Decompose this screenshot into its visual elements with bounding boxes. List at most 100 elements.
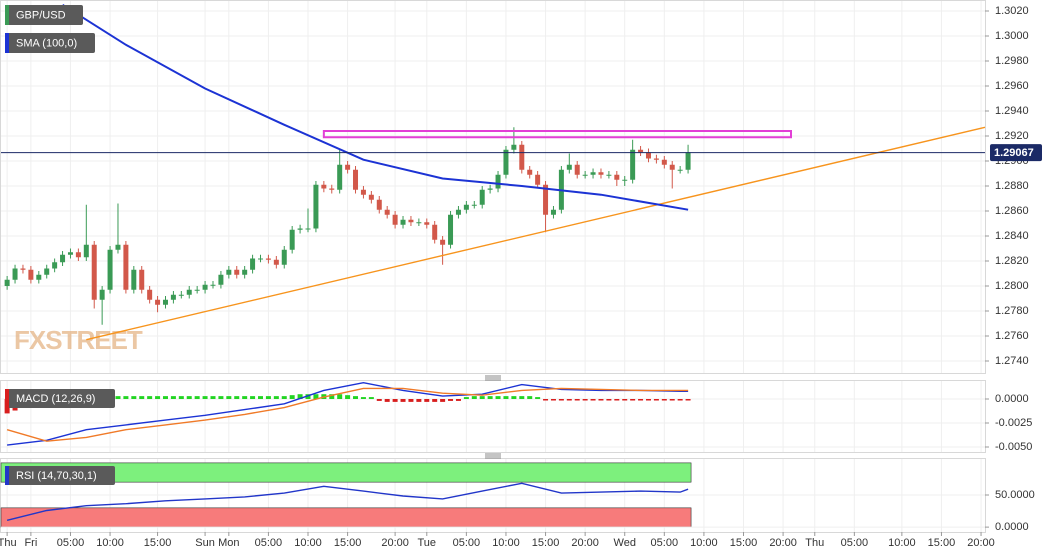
histogram-bar — [614, 399, 620, 401]
x-tick-label: 20:00 — [967, 537, 995, 549]
histogram-bar — [250, 396, 256, 400]
histogram-bar — [360, 397, 366, 400]
y-tick-label: 1.2840 — [995, 230, 1029, 242]
histogram-bar — [487, 396, 493, 400]
candle-body — [550, 209, 556, 215]
candle-body — [487, 188, 493, 190]
candle-body — [297, 228, 303, 230]
histogram-bar — [503, 396, 509, 400]
y-tick-label: 1.2860 — [995, 205, 1029, 217]
histogram-bar — [384, 399, 390, 402]
candle-body — [258, 258, 264, 260]
y-tick-label: 1.2920 — [995, 130, 1029, 142]
candle-body — [91, 244, 97, 300]
candle-body — [424, 222, 430, 225]
histogram-bar — [606, 399, 612, 401]
candle-body — [582, 174, 588, 176]
rsi-line — [6, 482, 689, 521]
histogram-bar — [194, 396, 200, 400]
candle-body — [535, 174, 541, 185]
legend-swatch — [5, 389, 9, 408]
sma-line — [62, 3, 689, 211]
candle-body — [543, 184, 549, 215]
candle-body — [606, 174, 612, 176]
histogram-bar — [408, 399, 414, 402]
histogram-bar — [368, 397, 374, 400]
histogram-bar — [170, 396, 176, 400]
candle-body — [495, 174, 501, 189]
x-tick-label: Thu — [0, 537, 17, 549]
candle-body — [574, 164, 580, 175]
candle-body — [44, 268, 50, 275]
x-tick-label: 20:00 — [769, 537, 797, 549]
candle-body — [416, 222, 422, 224]
x-tick-label: 05:00 — [57, 537, 85, 549]
x-tick-label: 15:00 — [928, 537, 956, 549]
candle-body — [170, 294, 176, 300]
y-tick-label: 1.2960 — [995, 80, 1029, 92]
histogram-bar — [313, 394, 319, 400]
candle-body — [226, 269, 232, 275]
histogram-bar — [527, 396, 533, 400]
candle-body — [384, 209, 390, 215]
y-tick-label: 1.2740 — [995, 355, 1029, 367]
candle-body — [210, 284, 216, 286]
candle-body — [471, 204, 477, 206]
y-tick-label: 1.2880 — [995, 180, 1029, 192]
candle-body — [123, 244, 129, 290]
candle-body — [155, 299, 161, 305]
histogram-bar — [440, 399, 446, 402]
y-tick-label: -0.0025 — [995, 417, 1032, 429]
histogram-bar — [479, 396, 485, 400]
histogram-bar — [353, 396, 359, 400]
candle-body — [273, 259, 279, 265]
candle-body — [463, 204, 469, 210]
histogram-bar — [669, 399, 675, 401]
histogram-bar — [297, 394, 303, 400]
x-tick-label: Tue — [418, 537, 437, 549]
histogram-bar — [645, 399, 651, 401]
candle-body — [234, 269, 240, 275]
legend-entry: SMA (100,0) — [16, 37, 77, 49]
histogram-bar — [392, 399, 398, 402]
y-tick-label: 1.2820 — [995, 255, 1029, 267]
last-price-box — [990, 144, 1042, 162]
histogram-bar — [543, 399, 549, 401]
band — [0, 507, 692, 528]
candle-body — [4, 279, 10, 286]
candle-body — [313, 184, 319, 229]
panel-handle[interactable] — [485, 453, 501, 459]
histogram-bar — [685, 399, 691, 401]
legend-title: MACD (12,26,9) — [16, 393, 95, 405]
histogram-bar — [455, 399, 461, 401]
candle-body — [400, 219, 406, 225]
candle-body — [36, 274, 42, 280]
y-tick-label: -0.0050 — [995, 441, 1032, 453]
candle-body — [392, 214, 398, 225]
histogram-bar — [265, 396, 271, 400]
histogram-bar — [186, 396, 192, 400]
candle-body — [289, 229, 295, 250]
x-tick-label: 05:00 — [841, 537, 869, 549]
macd-line — [7, 381, 689, 446]
histogram-bar — [242, 396, 248, 400]
histogram-bar — [448, 399, 454, 401]
x-tick-label: 10:00 — [690, 537, 718, 549]
candle-body — [345, 164, 351, 170]
x-tick-label: 05:00 — [255, 537, 283, 549]
histogram-bar — [582, 399, 588, 401]
candle-body — [83, 244, 89, 258]
panel-handle[interactable] — [485, 375, 501, 381]
candle-body — [653, 158, 659, 160]
x-tick-label: 15:00 — [532, 537, 560, 549]
candle-body — [218, 274, 224, 285]
candle-body — [281, 249, 287, 265]
candle-body — [20, 268, 26, 270]
candle-body — [186, 289, 192, 295]
histogram-bar — [400, 399, 406, 402]
candle-body — [448, 214, 454, 245]
histogram-bar — [202, 396, 208, 400]
x-tick-label: Thu — [805, 537, 824, 549]
y-tick-label: 1.2800 — [995, 280, 1029, 292]
